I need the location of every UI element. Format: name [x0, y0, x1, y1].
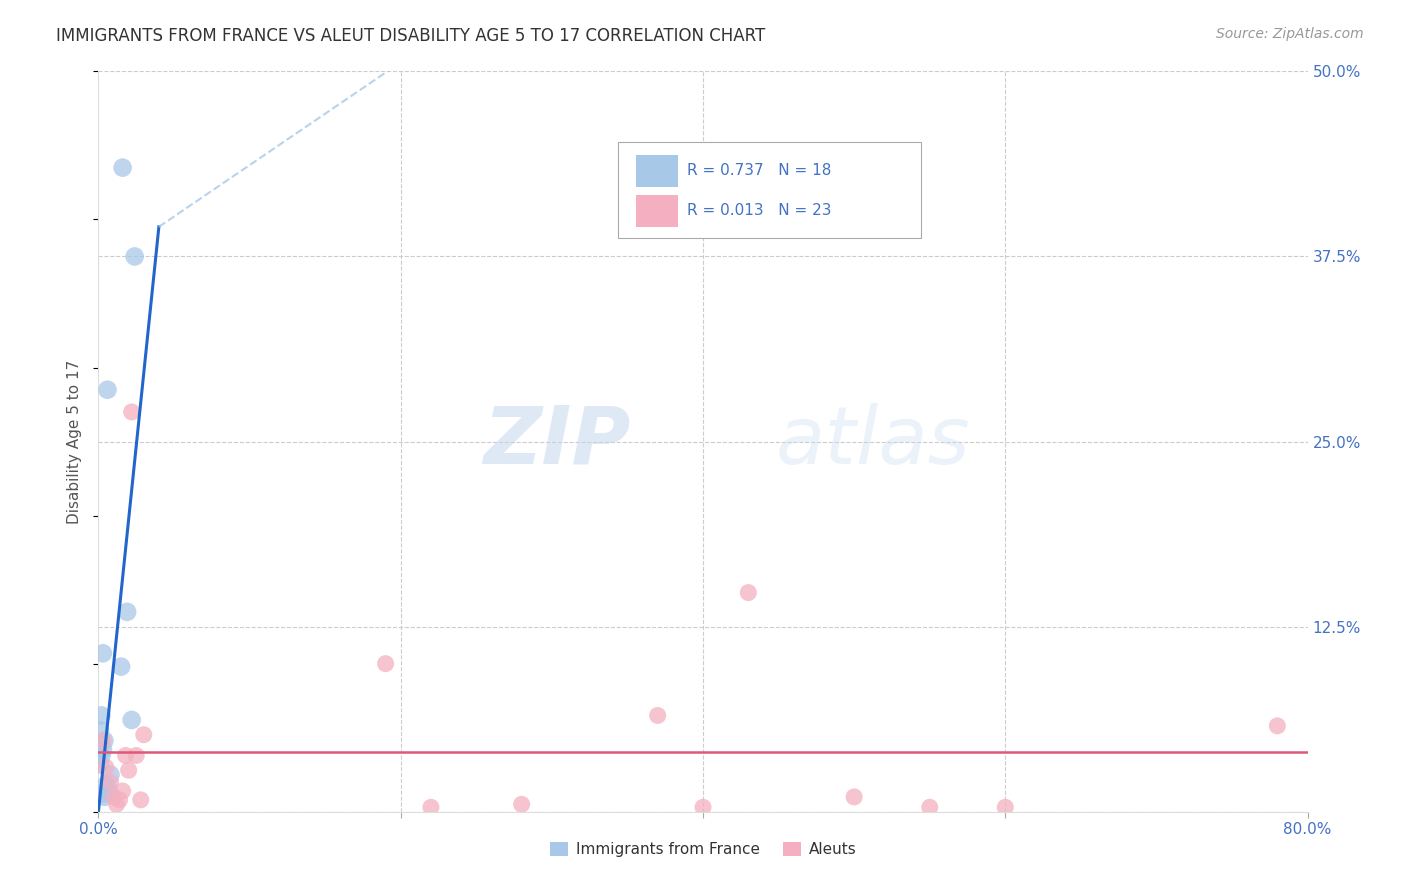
Point	[105, 797, 128, 812]
Legend: Immigrants from France, Aleuts: Immigrants from France, Aleuts	[544, 836, 862, 863]
FancyBboxPatch shape	[637, 154, 678, 186]
Point	[108, 793, 131, 807]
Y-axis label: Disability Age 5 to 17: Disability Age 5 to 17	[67, 359, 83, 524]
Text: atlas: atlas	[776, 402, 970, 481]
Point	[737, 585, 759, 599]
Point	[1267, 719, 1289, 733]
Point	[129, 793, 152, 807]
Point	[110, 659, 132, 673]
Text: ZIP: ZIP	[484, 402, 630, 481]
Point	[103, 789, 125, 804]
Text: R = 0.013   N = 23: R = 0.013 N = 23	[688, 203, 832, 219]
Point	[994, 800, 1017, 814]
Point	[91, 733, 114, 747]
Point	[93, 789, 115, 804]
Point	[94, 760, 117, 774]
Point	[692, 800, 714, 814]
Point	[91, 787, 114, 801]
Point	[124, 250, 146, 264]
Point	[90, 708, 112, 723]
FancyBboxPatch shape	[619, 142, 921, 238]
Point	[510, 797, 533, 812]
Text: IMMIGRANTS FROM FRANCE VS ALEUT DISABILITY AGE 5 TO 17 CORRELATION CHART: IMMIGRANTS FROM FRANCE VS ALEUT DISABILI…	[56, 27, 765, 45]
Point	[121, 713, 143, 727]
Point	[89, 757, 111, 772]
Point	[132, 728, 155, 742]
Point	[94, 778, 117, 792]
Point	[121, 405, 143, 419]
Point	[96, 383, 118, 397]
Point	[111, 784, 134, 798]
Point	[844, 789, 866, 804]
Point	[115, 605, 138, 619]
Point	[90, 748, 112, 763]
Point	[374, 657, 396, 671]
Point	[100, 775, 122, 789]
Point	[111, 161, 134, 175]
Point	[100, 767, 122, 781]
Point	[125, 748, 148, 763]
Point	[98, 784, 121, 798]
Point	[918, 800, 941, 814]
Text: R = 0.737   N = 18: R = 0.737 N = 18	[688, 163, 832, 178]
Point	[647, 708, 669, 723]
Text: Source: ZipAtlas.com: Source: ZipAtlas.com	[1216, 27, 1364, 41]
Point	[118, 764, 141, 778]
Point	[114, 748, 136, 763]
Point	[93, 733, 115, 747]
Point	[89, 723, 111, 738]
Point	[91, 646, 114, 660]
FancyBboxPatch shape	[637, 194, 678, 227]
Point	[91, 742, 114, 756]
Point	[420, 800, 443, 814]
